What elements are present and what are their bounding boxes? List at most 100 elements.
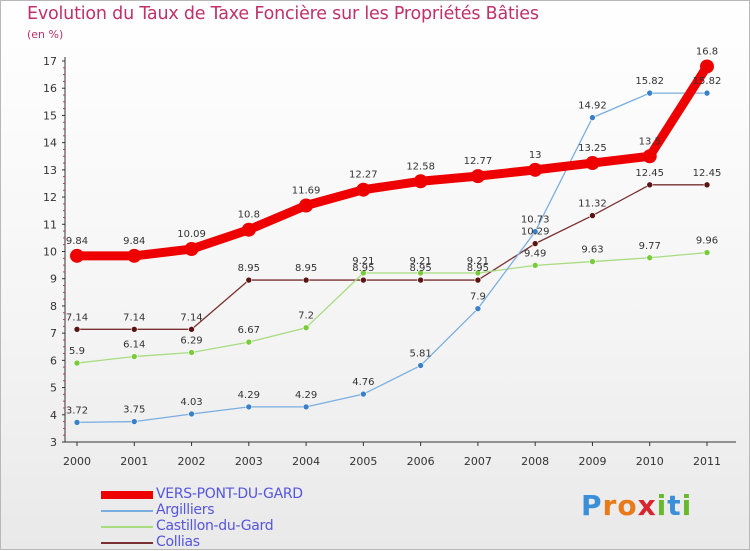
data-label: 9.63 <box>581 245 603 256</box>
x-tick-label: 2007 <box>464 455 492 468</box>
y-tick-label: 12 <box>43 191 57 204</box>
data-point <box>302 276 310 284</box>
x-tick-label: 2010 <box>636 455 664 468</box>
data-label: 13.5 <box>639 136 661 147</box>
legend-swatch <box>101 526 153 528</box>
data-label: 11.69 <box>292 186 321 197</box>
y-tick-label: 17 <box>43 55 57 68</box>
data-point <box>245 338 253 346</box>
data-point <box>73 326 81 333</box>
data-label: 3.75 <box>123 405 145 416</box>
data-label: 9.96 <box>696 236 718 247</box>
data-point <box>360 276 367 284</box>
legend-label: Argilliers <box>156 502 215 518</box>
data-label: 14.92 <box>578 101 607 112</box>
data-point <box>531 262 539 269</box>
data-point <box>130 326 138 333</box>
y-tick-label: 16 <box>43 82 57 95</box>
data-label: 5.81 <box>410 349 432 360</box>
data-label: 9.49 <box>524 248 546 259</box>
data-point <box>360 390 367 398</box>
data-point <box>646 181 654 189</box>
data-label: 6.67 <box>238 325 260 336</box>
data-point <box>417 276 424 284</box>
data-label: 7.14 <box>66 312 88 323</box>
unit-label: (en %) <box>27 28 64 41</box>
x-tick-label: 2000 <box>63 455 91 468</box>
x-tick-label: 2008 <box>521 455 549 468</box>
data-point <box>474 269 482 277</box>
data-label: 8.95 <box>352 263 374 274</box>
y-tick-label: 11 <box>43 218 57 231</box>
data-label: 8.95 <box>467 263 489 274</box>
series-line <box>76 251 708 364</box>
data-point <box>73 359 81 367</box>
data-labels: 9.84 9.84 10.09 10.8 11.69 12.27 12.58 12.77 13 1… <box>66 46 721 416</box>
legend-label: Collias <box>156 534 200 550</box>
chart-title: Evolution du Taux de Taxe Foncière sur l… <box>27 4 539 24</box>
series-lines <box>70 59 714 426</box>
y-tick-label: 15 <box>43 109 57 122</box>
data-point <box>700 59 714 74</box>
data-point <box>130 418 138 425</box>
data-label: 7.9 <box>470 292 486 303</box>
y-tick-label: 5 <box>50 382 57 395</box>
series-line <box>76 92 708 424</box>
legend-swatch <box>101 491 153 499</box>
y-tick-label: 10 <box>43 246 57 259</box>
data-point <box>528 162 543 177</box>
data-point <box>299 198 314 213</box>
data-label: 12.27 <box>349 170 378 181</box>
x-tick-label: 2001 <box>120 455 148 468</box>
data-point <box>360 269 367 277</box>
logo-letter: i <box>656 489 668 522</box>
y-tick-label: 13 <box>43 164 57 177</box>
data-point <box>245 403 253 411</box>
x-tick-label: 2002 <box>178 455 206 468</box>
logo-letter: t <box>667 489 682 522</box>
data-point <box>703 181 711 189</box>
y-tick-label: 4 <box>50 409 57 422</box>
data-point <box>474 276 482 284</box>
data-point <box>127 248 142 263</box>
data-point <box>245 276 253 284</box>
logo-letter: P <box>581 489 603 522</box>
data-label: 8.95 <box>410 263 432 274</box>
data-label: 13 <box>529 150 542 161</box>
data-label: 4.03 <box>180 397 202 408</box>
data-point <box>241 222 256 237</box>
data-point <box>188 349 195 356</box>
data-point <box>589 258 596 265</box>
data-label: 10.29 <box>521 227 550 238</box>
data-label: 12.77 <box>464 156 493 167</box>
data-point <box>642 149 657 164</box>
data-point <box>302 403 310 411</box>
y-tick-label: 7 <box>50 327 57 340</box>
y-tick-label: 3 <box>50 436 57 449</box>
data-point <box>184 242 199 257</box>
legend-swatch <box>101 510 153 512</box>
data-label: 9.84 <box>66 236 88 247</box>
data-point <box>417 362 424 369</box>
data-label: 7.14 <box>180 312 202 323</box>
data-label: 15.82 <box>693 76 722 87</box>
y-tick-label: 14 <box>43 137 57 150</box>
legend-label: VERS-PONT-DU-GARD <box>156 486 303 502</box>
data-point <box>302 324 310 332</box>
data-label: 10.8 <box>238 210 260 221</box>
data-point <box>531 240 539 247</box>
data-point <box>130 353 138 360</box>
data-label: 7.2 <box>298 311 314 322</box>
data-point <box>470 169 485 184</box>
data-point <box>73 419 81 426</box>
data-label: 6.14 <box>123 340 145 351</box>
data-point <box>188 410 195 418</box>
data-label: 8.95 <box>295 263 317 274</box>
data-point <box>703 249 711 256</box>
data-label: 9.84 <box>123 236 145 247</box>
y-tick-label: 6 <box>50 354 57 367</box>
series-line <box>76 184 708 330</box>
logo-letter: o <box>617 489 638 522</box>
data-label: 8.95 <box>238 263 260 274</box>
